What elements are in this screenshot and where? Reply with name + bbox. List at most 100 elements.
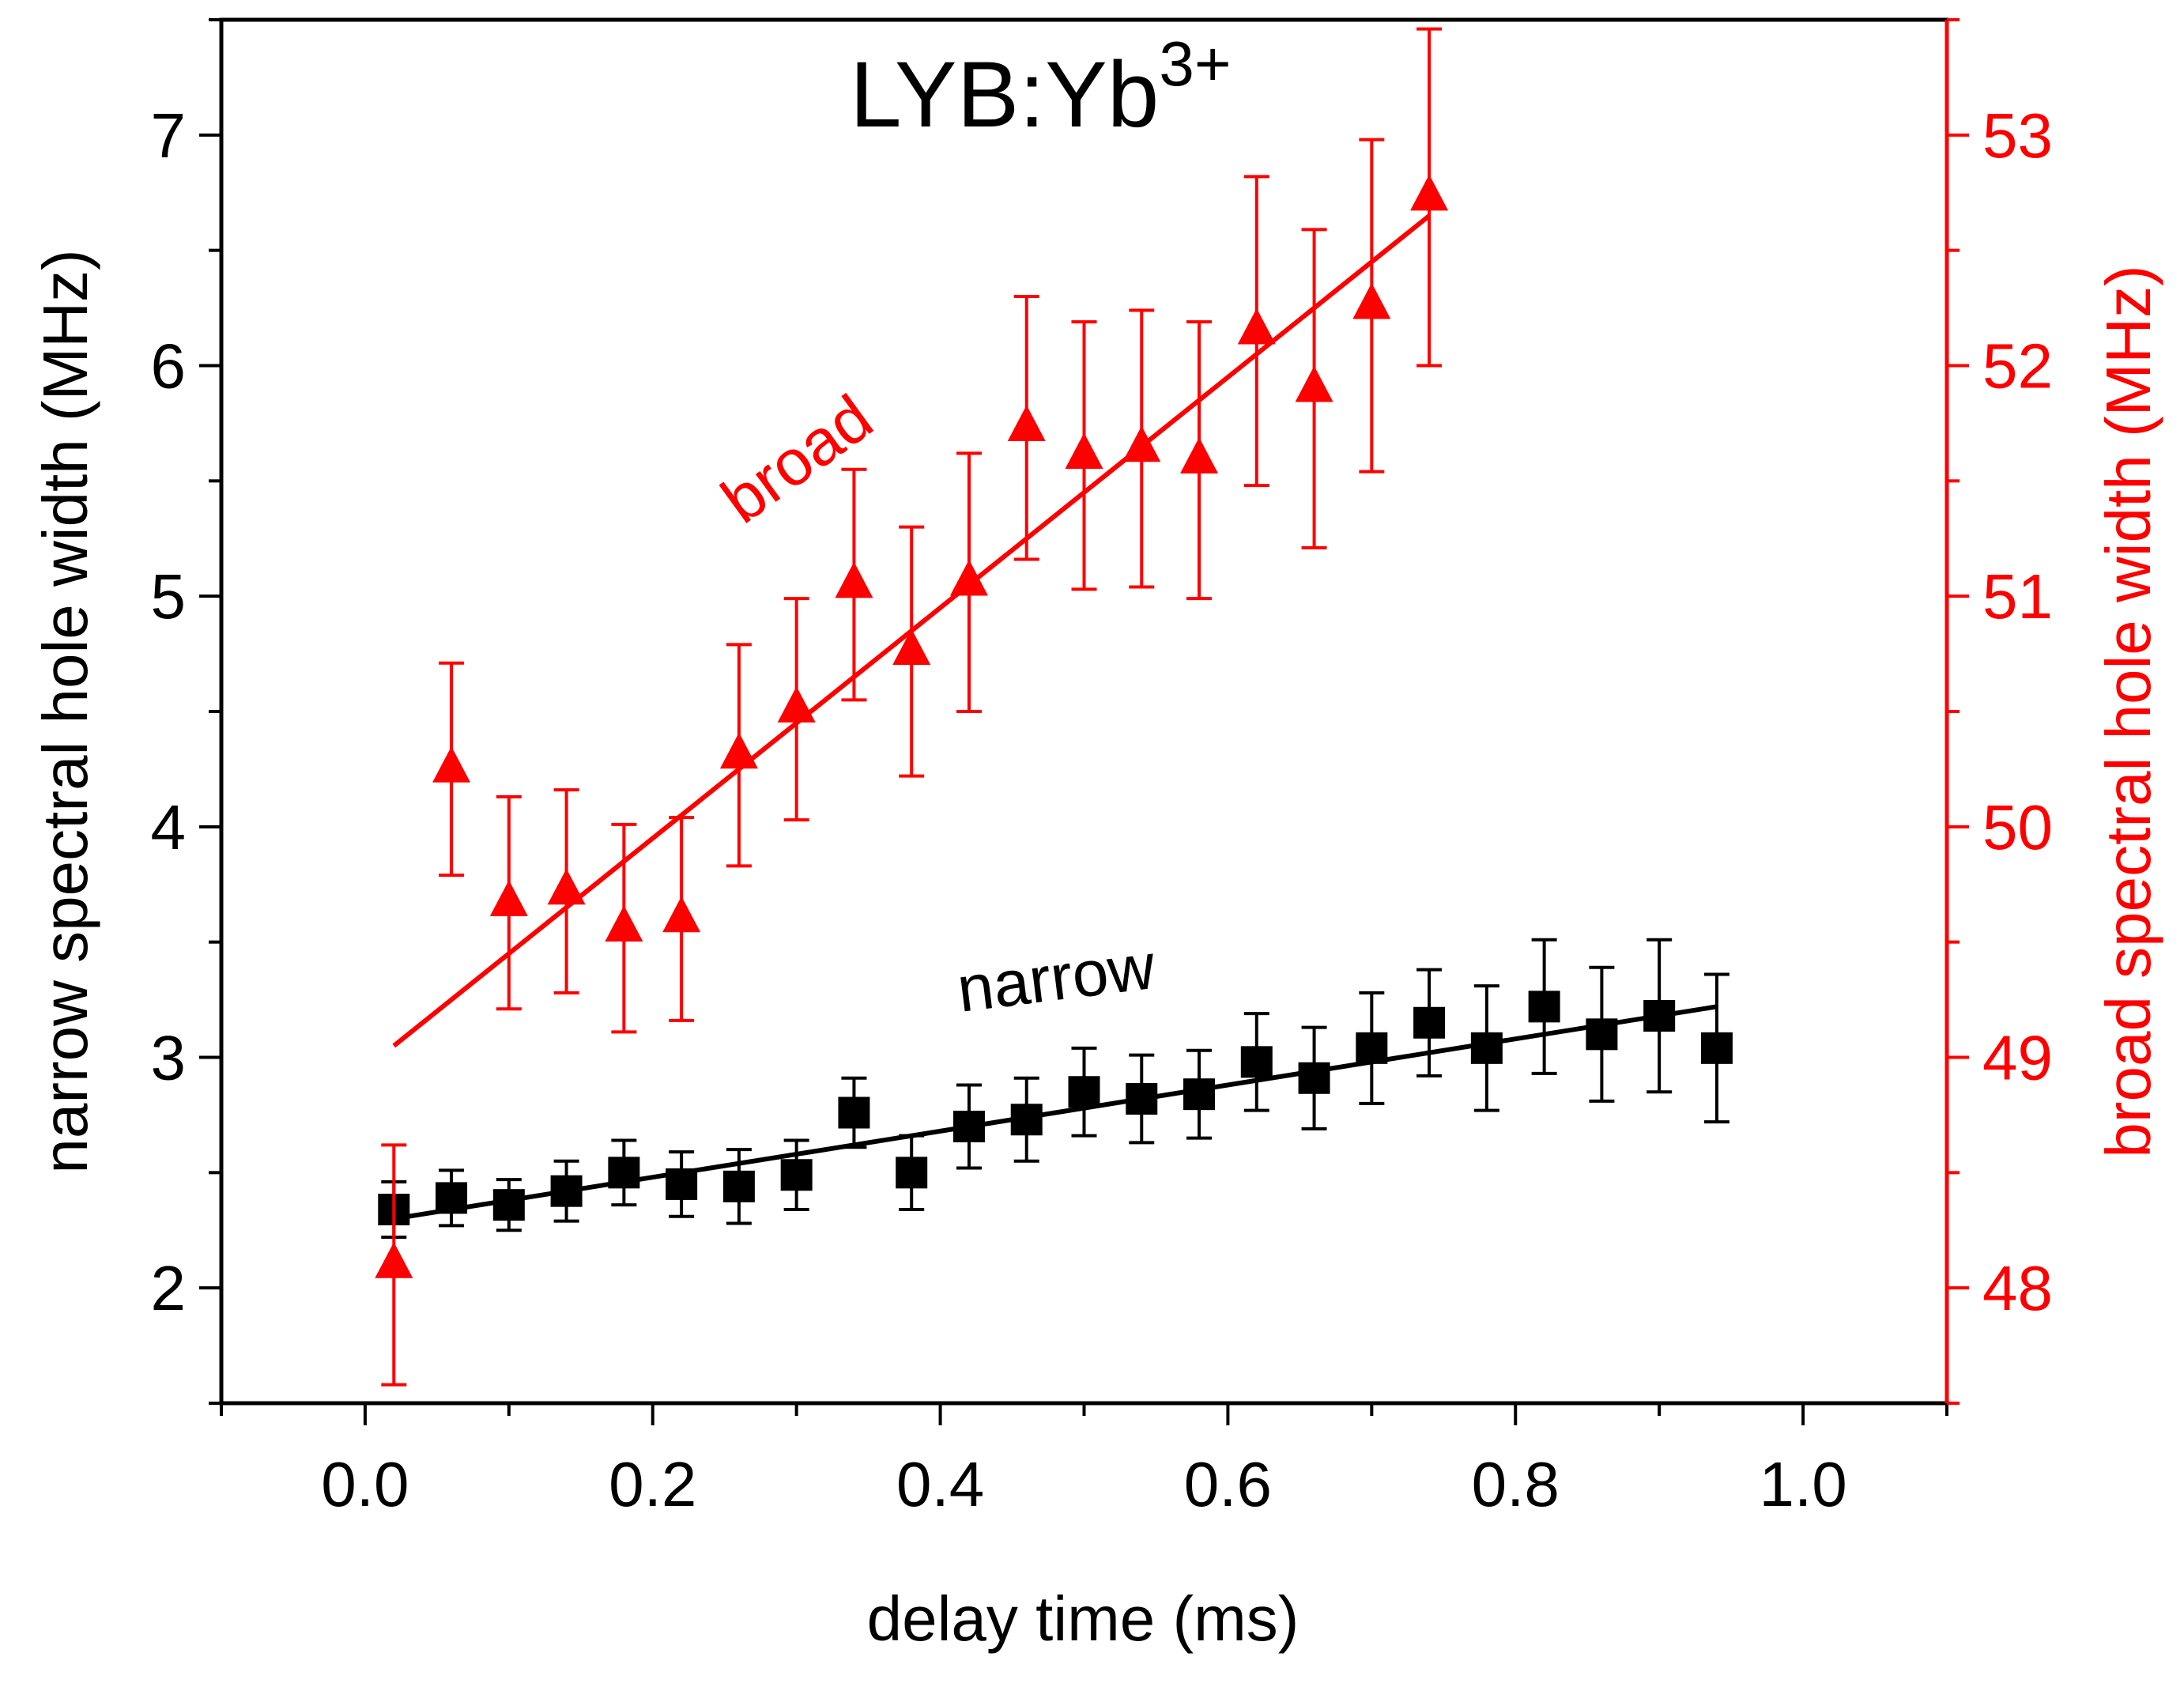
broad-point: [432, 661, 471, 877]
narrow-marker: [608, 1157, 640, 1189]
broad-marker: [489, 880, 528, 916]
broad-point: [1295, 228, 1333, 549]
broad-point: [1007, 295, 1046, 561]
broad-point: [777, 597, 816, 822]
plot-frame: [219, 17, 1949, 1406]
broad-marker: [605, 905, 643, 942]
broad-marker: [547, 868, 586, 905]
broad-marker: [892, 628, 931, 665]
y-axis-label-left: narrow spectral hole width (MHz): [30, 249, 100, 1173]
broad-point: [1237, 175, 1276, 488]
narrow-marker: [1356, 1032, 1388, 1064]
broad-marker: [1122, 425, 1161, 462]
narrow-point: [1356, 991, 1388, 1105]
narrow-point: [1068, 1046, 1100, 1138]
broad-marker: [1007, 405, 1046, 442]
narrow-point: [1240, 1012, 1273, 1112]
narrow-marker: [722, 1170, 755, 1202]
broad-marker: [432, 746, 471, 783]
broad-marker: [1295, 365, 1333, 402]
narrow-marker: [952, 1111, 985, 1142]
y-left-tick-label: 4: [151, 792, 187, 862]
narrow-point: [436, 1168, 468, 1228]
broad-point: [949, 451, 988, 713]
broad-point: [1065, 320, 1103, 591]
narrow-point: [1586, 965, 1618, 1103]
broad-point: [605, 822, 643, 1034]
narrow-marker: [1126, 1083, 1158, 1115]
broad-point: [892, 525, 931, 778]
narrow-marker: [1413, 1006, 1446, 1039]
broad-point: [719, 643, 758, 868]
axes-layer: 0.0 0.2 0.4 0.6 0.8 1.0 2 3 4 5 6 7 48 49 50 51 52 53: [151, 18, 2053, 1519]
broad-marker: [1237, 308, 1276, 345]
chart-title: LYB:Yb3+: [850, 28, 1232, 147]
narrow-marker: [492, 1189, 525, 1221]
y-left-tick-label: 6: [151, 331, 187, 402]
broad-point: [375, 1143, 413, 1387]
narrow-marker: [1010, 1104, 1043, 1136]
narrow-marker: [1643, 1000, 1676, 1032]
x-tick-label: 0.2: [609, 1449, 696, 1519]
y-left-tick-label: 5: [151, 561, 187, 632]
narrow-point: [550, 1159, 583, 1223]
narrow-point: [1010, 1076, 1043, 1163]
narrow-point: [1528, 938, 1560, 1075]
narrow-point: [1700, 972, 1733, 1124]
broad-point: [1410, 27, 1449, 368]
narrow-marker: [1528, 991, 1560, 1023]
x-tick-label: 1.0: [1759, 1449, 1846, 1519]
broad-marker: [375, 1242, 413, 1278]
broad-point: [1352, 138, 1391, 474]
y-left-tick-label: 2: [151, 1253, 187, 1323]
broad-marker: [777, 686, 816, 723]
narrow-point: [1126, 1053, 1158, 1145]
narrow-point: [1643, 938, 1676, 1094]
chart-title-main: LYB:Yb: [850, 43, 1159, 147]
narrow-marker: [1470, 1032, 1503, 1064]
y-right-tick-label: 49: [1982, 1023, 2053, 1093]
x-tick-label: 0.0: [321, 1449, 409, 1519]
narrow-marker: [1586, 1018, 1618, 1051]
broad-point: [835, 467, 873, 702]
broad-marker: [835, 561, 873, 598]
broad-point: [547, 788, 586, 994]
narrow-point: [838, 1076, 870, 1149]
broad-point: [662, 816, 701, 1022]
y-left-tick-label: 7: [151, 100, 187, 171]
narrow-point: [1183, 1048, 1216, 1140]
y-right-tick-label: 50: [1982, 792, 2053, 862]
broad-point: [489, 794, 528, 1011]
chart-title-superscript: 3+: [1159, 28, 1231, 99]
broad-point: [1180, 320, 1219, 601]
x-tick-label: 0.4: [896, 1449, 984, 1519]
narrow-point: [1413, 968, 1446, 1077]
narrow-marker: [666, 1168, 698, 1200]
narrow-point: [780, 1138, 813, 1211]
narrow-point: [1470, 984, 1503, 1112]
x-tick-label: 0.6: [1184, 1449, 1272, 1519]
y-right-tick-label: 51: [1982, 561, 2053, 632]
narrow-point: [722, 1148, 755, 1225]
fit-lines: [392, 213, 1718, 1221]
annotation-narrow: narrow: [953, 930, 1160, 1026]
narrow-marker: [838, 1096, 870, 1129]
narrow-point: [1298, 1025, 1330, 1130]
narrow-marker: [896, 1157, 928, 1189]
x-axis-label: delay time (ms): [867, 1583, 1299, 1654]
narrow-point: [952, 1083, 985, 1170]
y-left-tick-label: 3: [151, 1023, 187, 1093]
narrow-marker: [1183, 1078, 1216, 1111]
narrow-point: [492, 1178, 525, 1232]
narrow-point: [896, 1134, 928, 1211]
broad-marker: [662, 896, 701, 933]
narrow-marker: [1068, 1076, 1100, 1108]
narrow-marker: [1298, 1062, 1330, 1094]
broad-marker: [719, 732, 758, 769]
y-right-tick-label: 53: [1982, 100, 2053, 171]
broad-marker: [1180, 437, 1219, 474]
broad-marker: [949, 559, 988, 596]
broad-marker: [1410, 174, 1449, 211]
broad-marker: [1352, 282, 1391, 319]
